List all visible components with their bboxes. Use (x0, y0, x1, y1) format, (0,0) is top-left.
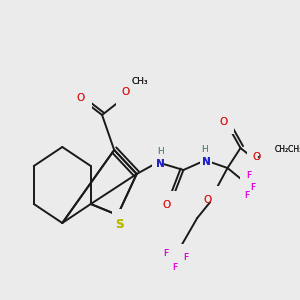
Text: H: H (157, 148, 164, 157)
FancyBboxPatch shape (240, 172, 259, 198)
FancyBboxPatch shape (247, 151, 257, 163)
Text: O: O (121, 87, 130, 97)
Text: O: O (252, 152, 260, 162)
Text: F: F (183, 253, 189, 262)
Text: F: F (250, 184, 255, 193)
Text: O: O (219, 117, 227, 127)
Text: S: S (115, 218, 124, 232)
Text: F: F (244, 190, 249, 200)
Text: O: O (76, 93, 85, 103)
Text: F: F (164, 248, 169, 257)
Text: F: F (247, 170, 252, 179)
Text: O: O (121, 87, 130, 97)
Text: H: H (201, 146, 208, 154)
Text: S: S (115, 218, 124, 232)
FancyBboxPatch shape (168, 191, 178, 203)
Text: F: F (164, 248, 169, 257)
Text: N: N (202, 157, 210, 167)
Text: F: F (244, 190, 249, 200)
Text: O: O (252, 152, 260, 162)
Text: CH₂CH₃: CH₂CH₃ (275, 146, 300, 154)
Text: F: F (172, 262, 177, 272)
Text: F: F (183, 253, 189, 262)
Text: CH₃: CH₃ (132, 77, 148, 86)
Text: O: O (162, 200, 170, 210)
Text: F: F (172, 262, 177, 272)
Text: O: O (203, 195, 212, 205)
FancyBboxPatch shape (200, 153, 212, 167)
FancyBboxPatch shape (81, 97, 92, 109)
Text: F: F (247, 170, 252, 179)
FancyBboxPatch shape (116, 94, 126, 106)
Text: N: N (202, 157, 210, 167)
FancyBboxPatch shape (152, 155, 164, 169)
Text: N: N (156, 159, 164, 169)
FancyBboxPatch shape (112, 209, 124, 221)
Text: H: H (157, 148, 164, 157)
Text: F: F (250, 184, 255, 193)
Text: H: H (201, 146, 208, 154)
Text: O: O (76, 93, 85, 103)
Text: CH₃: CH₃ (132, 77, 148, 86)
FancyBboxPatch shape (224, 122, 234, 134)
Text: N: N (156, 159, 164, 169)
FancyBboxPatch shape (209, 186, 220, 198)
Text: O: O (219, 117, 227, 127)
Text: O: O (203, 195, 212, 205)
Text: CH₂CH₃: CH₂CH₃ (275, 146, 300, 154)
FancyBboxPatch shape (162, 244, 193, 274)
Text: O: O (162, 200, 170, 210)
